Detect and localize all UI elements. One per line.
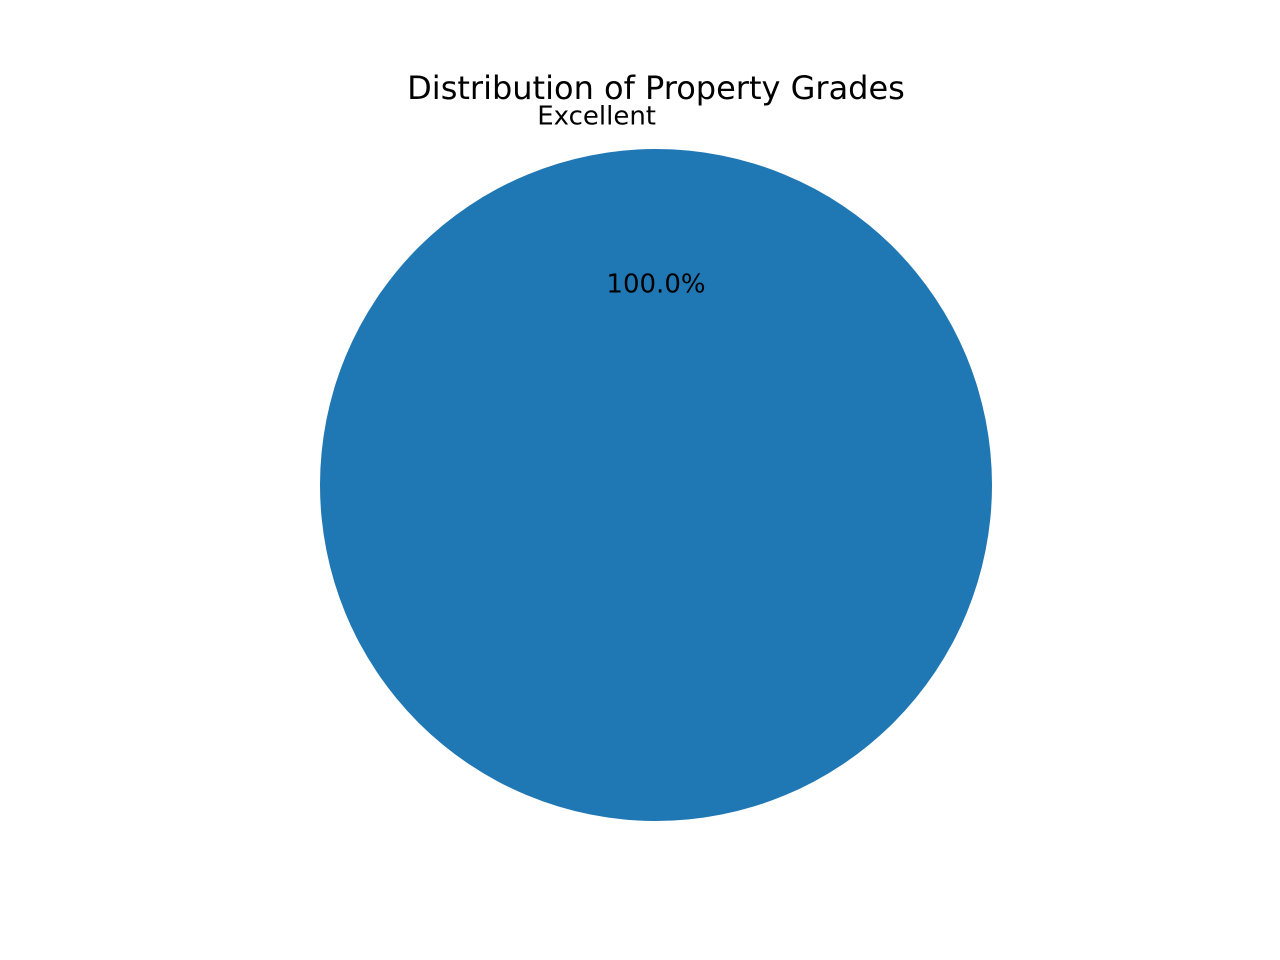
pie-percent-label: 100.0% xyxy=(606,269,705,299)
pie-slice-excellent xyxy=(320,149,992,821)
chart-title: Distribution of Property Grades xyxy=(407,69,905,107)
pie-labels: 100.0% Excellent xyxy=(537,101,705,299)
pie-slices xyxy=(320,149,992,821)
pie-category-label: Excellent xyxy=(537,101,656,131)
